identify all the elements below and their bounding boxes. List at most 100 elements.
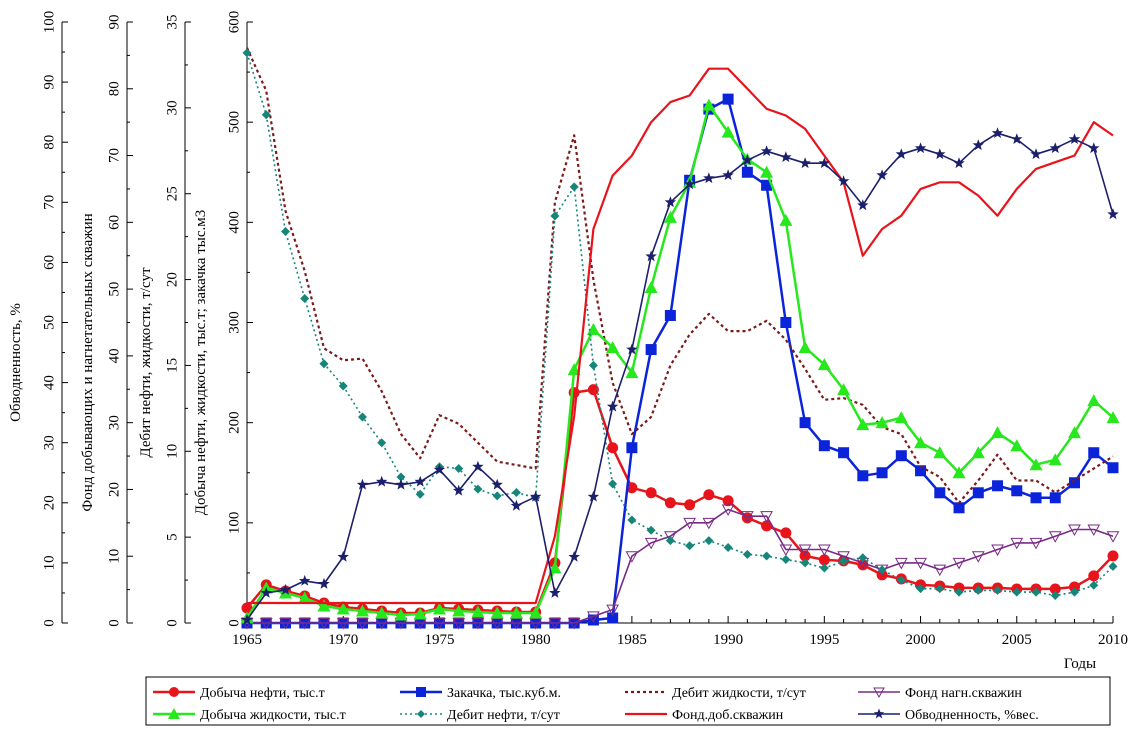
- legend-label-0: Добыча нефти, тыс.т: [200, 686, 325, 701]
- data-point-series-3: [817, 544, 831, 557]
- data-point-series-4: [1010, 439, 1024, 452]
- data-point-series-4: [702, 98, 716, 111]
- data-point-series-4: [298, 591, 312, 604]
- data-point-series-5: [588, 360, 598, 370]
- data-point-series-3: [298, 618, 312, 630]
- x-tick-label: 2005: [1002, 632, 1032, 648]
- data-point-series-0: [607, 442, 619, 454]
- data-point-series-7: [606, 400, 619, 412]
- data-point-series-4: [991, 426, 1005, 439]
- y-tick-label: 60: [106, 215, 122, 230]
- data-point-series-3: [510, 618, 523, 630]
- data-point-series-3: [702, 517, 716, 530]
- y-tick-label: 30: [106, 415, 122, 430]
- y-tick-label: 0: [41, 619, 57, 627]
- data-point-series-3: [452, 618, 466, 630]
- data-point-series-4: [567, 363, 581, 376]
- data-point-series-7: [376, 475, 388, 487]
- y-tick-label: 0: [226, 619, 242, 627]
- data-point-series-5: [685, 541, 695, 551]
- data-point-series-5: [454, 463, 464, 473]
- data-point-series-3: [894, 557, 908, 570]
- data-point-series-1: [934, 487, 946, 499]
- data-point-series-4: [1068, 426, 1082, 439]
- data-point-series-4: [1087, 394, 1101, 407]
- data-point-series-5: [357, 412, 367, 422]
- data-point-series-4: [760, 165, 774, 178]
- legend-label-6: Фонд.доб.скважин: [672, 708, 784, 723]
- legend-marker-7: [873, 708, 885, 719]
- y-tick-label: 0: [164, 619, 180, 627]
- data-point-series-4: [1106, 411, 1120, 424]
- data-point-series-0: [1107, 550, 1119, 562]
- y-tick-label: 100: [226, 512, 242, 535]
- data-point-series-3: [279, 618, 292, 630]
- data-point-series-1: [915, 465, 927, 477]
- data-point-series-4: [625, 366, 639, 379]
- data-point-series-1: [838, 447, 850, 459]
- data-point-series-4: [432, 602, 446, 615]
- data-point-series-4: [914, 436, 928, 449]
- data-point-series-4: [971, 446, 985, 459]
- y-tick-label: 10: [164, 444, 180, 459]
- data-point-series-5: [819, 563, 829, 573]
- data-point-series-0: [1088, 570, 1100, 582]
- data-point-series-4: [336, 602, 350, 615]
- data-point-series-7: [549, 587, 561, 598]
- data-point-series-7: [337, 550, 349, 562]
- y-axis-title-wells: Фонд добывающих и нагнетательных скважин: [80, 213, 96, 511]
- data-point-series-5: [723, 542, 733, 552]
- data-point-series-1: [857, 470, 869, 482]
- legend-label-7: Обводненность, %вес.: [905, 708, 1039, 723]
- data-point-series-1: [1107, 462, 1119, 474]
- data-point-series-4: [933, 446, 947, 459]
- y-tick-label: 90: [106, 15, 122, 30]
- data-point-series-3: [779, 544, 793, 557]
- data-point-series-0: [761, 520, 773, 532]
- data-point-series-1: [1030, 492, 1042, 504]
- data-point-series-1: [664, 309, 676, 321]
- y-tick-label: 50: [106, 282, 122, 297]
- data-point-series-5: [665, 536, 675, 546]
- data-point-series-5: [396, 472, 406, 482]
- data-point-series-3: [548, 618, 562, 630]
- data-point-series-4: [548, 561, 562, 574]
- data-point-series-5: [646, 525, 656, 535]
- data-point-series-5: [993, 585, 1003, 595]
- data-point-series-4: [509, 606, 523, 619]
- legend-marker-3: [873, 687, 885, 699]
- data-point-series-5: [704, 536, 714, 546]
- y-tick-label: 70: [41, 195, 57, 210]
- data-point-series-3: [606, 604, 619, 617]
- data-point-series-7: [972, 139, 984, 151]
- data-point-series-3: [971, 551, 985, 563]
- data-point-series-4: [663, 210, 677, 223]
- data-point-series-4: [894, 411, 908, 424]
- data-point-series-5: [242, 48, 252, 58]
- data-point-series-7: [626, 343, 638, 355]
- data-point-series-0: [664, 497, 676, 509]
- data-point-series-4: [779, 213, 793, 226]
- data-point-series-5: [627, 515, 637, 525]
- data-point-series-7: [356, 478, 369, 490]
- y-tick-label: 20: [106, 482, 122, 497]
- data-point-series-7: [491, 478, 503, 490]
- data-point-series-5: [973, 585, 983, 595]
- data-point-series-0: [780, 527, 792, 539]
- data-point-series-0: [722, 495, 734, 507]
- data-point-series-1: [645, 344, 657, 356]
- legend-label-4: Добыча жидкости, тыс.т: [200, 708, 346, 723]
- y-tick-label: 70: [106, 148, 122, 163]
- data-point-series-7: [857, 199, 869, 211]
- y-tick-label: 10: [106, 549, 122, 564]
- series-line-5: [246, 52, 1114, 597]
- data-point-series-0: [645, 487, 657, 499]
- data-point-series-3: [336, 618, 350, 630]
- y-tick-label: 20: [41, 495, 57, 510]
- y-tick-label: 90: [41, 75, 57, 90]
- data-point-series-3: [529, 618, 543, 630]
- data-point-series-0: [703, 489, 715, 501]
- series-line-7: [246, 132, 1114, 621]
